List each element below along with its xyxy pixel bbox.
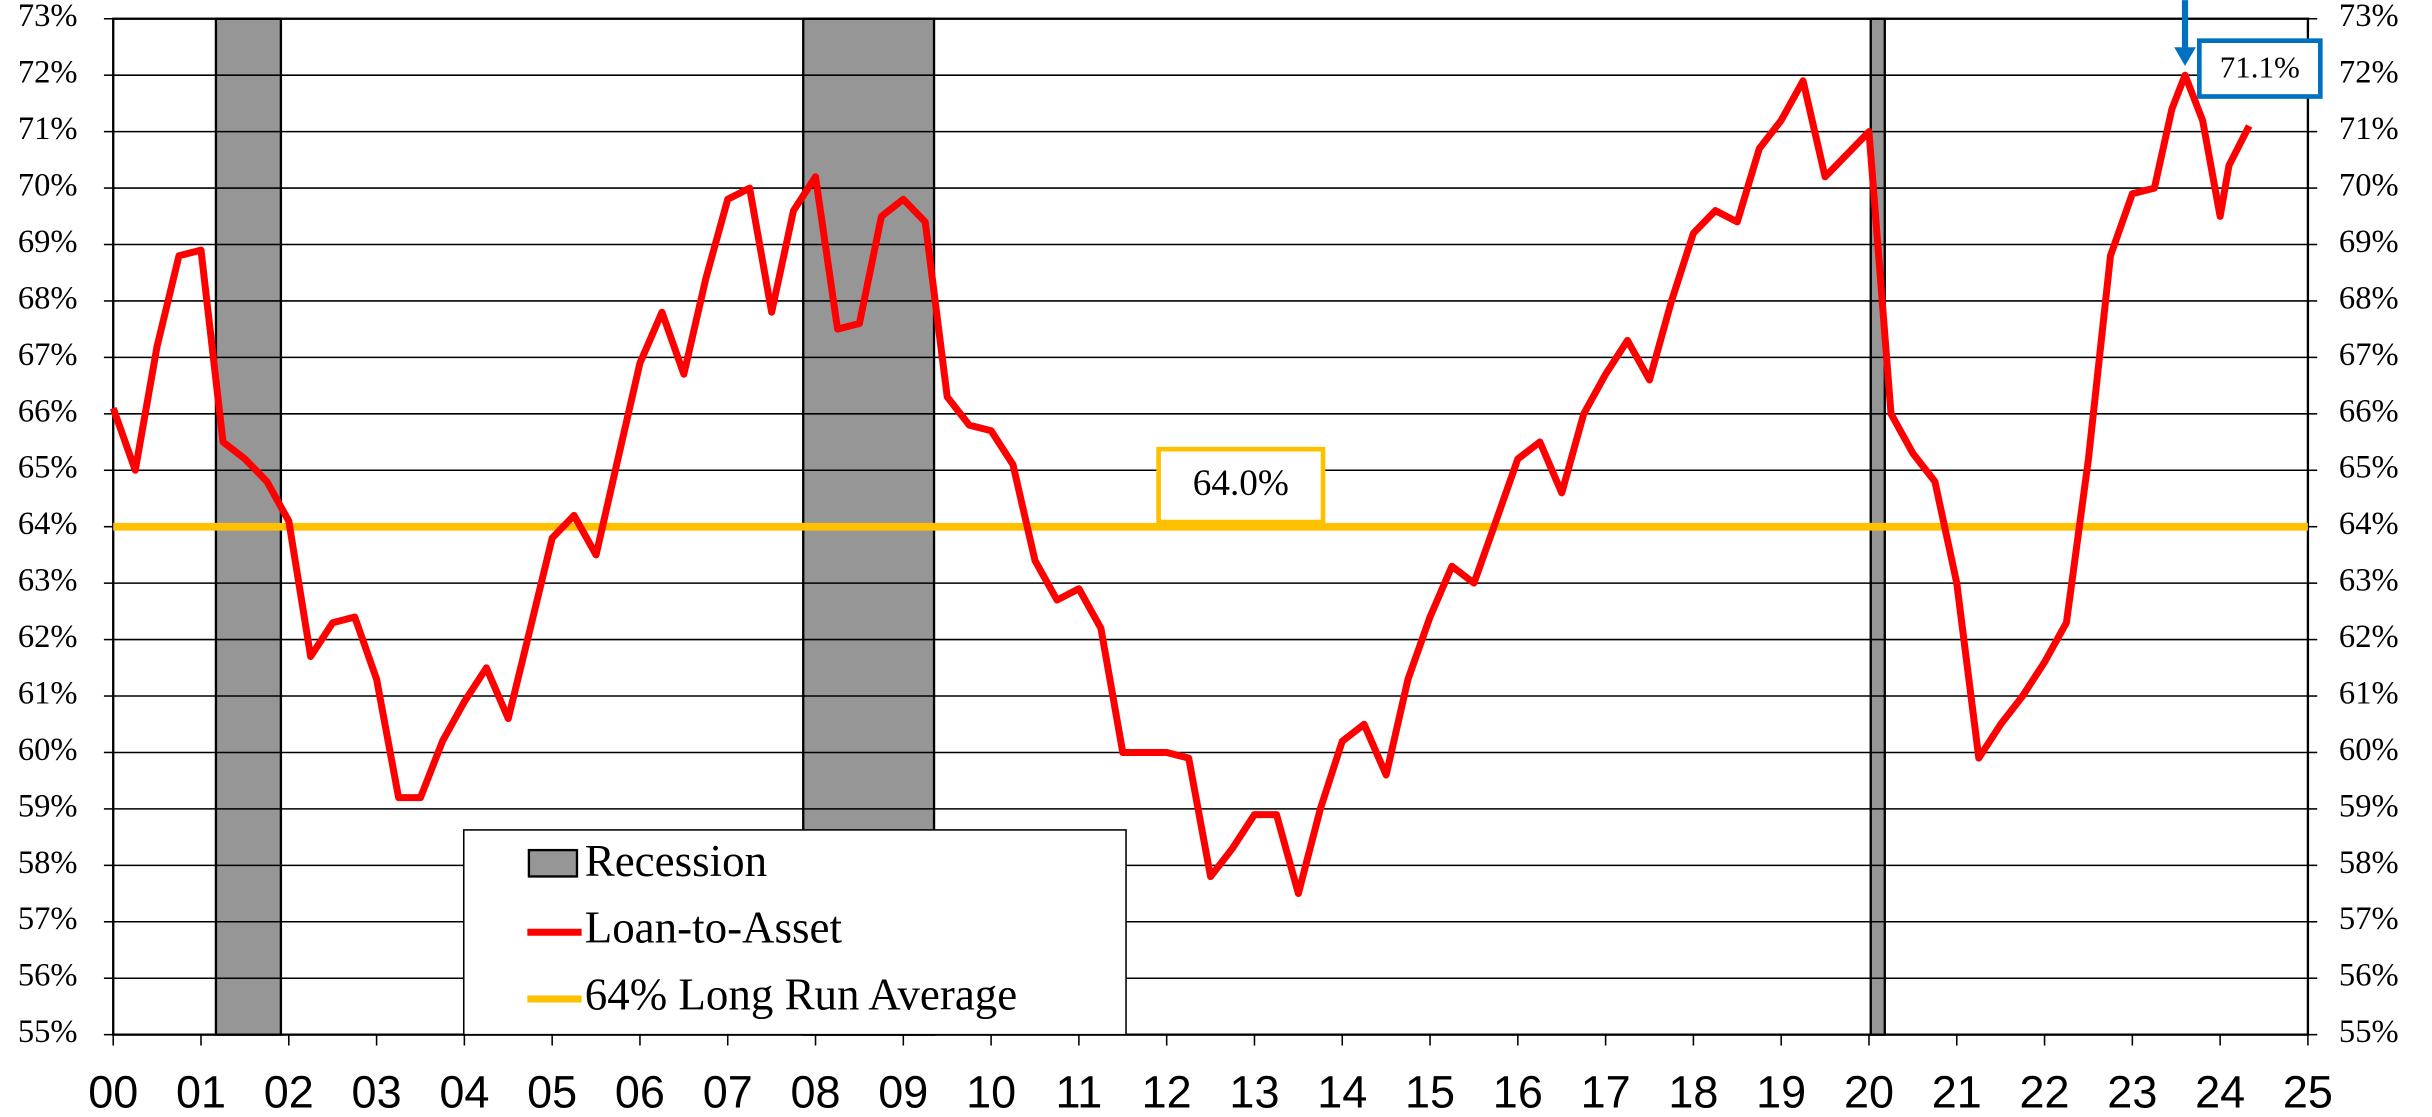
y2-tick-label: 72% <box>2339 55 2399 91</box>
y2-tick-label: 57% <box>2339 901 2399 937</box>
y2-tick-label: 60% <box>2339 732 2399 768</box>
y-tick-label: 73% <box>18 0 78 34</box>
y-tick-label: 60% <box>18 732 78 768</box>
y2-tick-label: 70% <box>2339 168 2399 204</box>
x-tick-label: 06 <box>615 1067 665 1117</box>
x-tick-label: 25 <box>2283 1067 2333 1117</box>
y-tick-label: 72% <box>18 55 78 91</box>
x-tick-label: 12 <box>1142 1067 1192 1117</box>
y-tick-label: 58% <box>18 845 78 881</box>
y2-tick-label: 61% <box>2339 675 2399 711</box>
y2-tick-label: 55% <box>2339 1014 2399 1050</box>
y-tick-label: 66% <box>18 393 78 429</box>
x-tick-label: 01 <box>176 1067 226 1117</box>
x-tick-label: 19 <box>1756 1067 1806 1117</box>
y-tick-label: 65% <box>18 450 78 486</box>
x-tick-label: 09 <box>878 1067 928 1117</box>
y-tick-label: 56% <box>18 958 78 994</box>
data-line <box>109 71 2253 898</box>
legend-label: Recession <box>585 836 767 886</box>
y-tick-label: 71% <box>18 111 78 147</box>
x-tick-label: 07 <box>703 1067 753 1117</box>
y2-tick-label: 62% <box>2339 619 2399 655</box>
average-label-box <box>1156 446 1326 525</box>
annotation-arrowhead <box>2174 47 2196 66</box>
average-label: 64.0% <box>1193 463 1289 504</box>
x-tick-label: 18 <box>1668 1067 1718 1117</box>
annotation-box <box>2197 38 2323 99</box>
y2-tick-label: 65% <box>2339 450 2399 486</box>
y-tick-label: 62% <box>18 619 78 655</box>
x-tick-label: 05 <box>527 1067 577 1117</box>
x-tick-label: 21 <box>1932 1067 1982 1117</box>
y2-tick-label: 56% <box>2339 958 2399 994</box>
x-tick-label: 17 <box>1581 1067 1631 1117</box>
foreground-layer: 55% 55% 56% 56% 57% 57% 58% 58% 59% 59% 60% 60% 61% 6… <box>18 0 2399 1117</box>
y-tick-label: 69% <box>18 224 78 260</box>
y2-tick-label: 58% <box>2339 845 2399 881</box>
y-tick-label: 63% <box>18 563 78 599</box>
x-tick-label: 22 <box>2020 1067 2070 1117</box>
x-tick-label: 20 <box>1844 1067 1894 1117</box>
legend-label: Loan-to-Asset <box>585 903 843 953</box>
y2-tick-label: 68% <box>2339 280 2399 316</box>
y2-tick-label: 67% <box>2339 337 2399 373</box>
y2-tick-label: 64% <box>2339 506 2399 542</box>
x-tick-label: 14 <box>1317 1067 1367 1117</box>
y-tick-label: 64% <box>18 506 78 542</box>
x-tick-label: 03 <box>352 1067 402 1117</box>
x-tick-label: 00 <box>88 1067 138 1117</box>
x-tick-label: 10 <box>966 1067 1016 1117</box>
y-tick-label: 57% <box>18 901 78 937</box>
y2-tick-label: 66% <box>2339 393 2399 429</box>
y2-tick-label: 63% <box>2339 563 2399 599</box>
x-tick-label: 23 <box>2107 1067 2157 1117</box>
x-tick-label: 04 <box>439 1067 489 1117</box>
annotation-label: 71.1% <box>2220 49 2300 84</box>
x-tick-label: 24 <box>2195 1067 2245 1117</box>
y-tick-label: 55% <box>18 1014 78 1050</box>
x-tick-label: 02 <box>264 1067 314 1117</box>
y-tick-label: 70% <box>18 168 78 204</box>
y2-tick-label: 69% <box>2339 224 2399 260</box>
y-tick-label: 61% <box>18 675 78 711</box>
x-tick-label: 13 <box>1229 1067 1279 1117</box>
y-tick-label: 67% <box>18 337 78 373</box>
background-layer <box>103 17 2318 1046</box>
y2-tick-label: 71% <box>2339 111 2399 147</box>
y-tick-label: 68% <box>18 280 78 316</box>
y2-tick-label: 59% <box>2339 788 2399 824</box>
y2-tick-label: 73% <box>2339 0 2399 34</box>
x-tick-label: 16 <box>1493 1067 1543 1117</box>
x-tick-label: 11 <box>1056 1067 1103 1117</box>
legend-label: 64% Long Run Average <box>585 969 1018 1019</box>
x-tick-label: 08 <box>791 1067 841 1117</box>
legend-swatch <box>527 848 579 878</box>
x-tick-label: 15 <box>1405 1067 1455 1117</box>
y-tick-label: 59% <box>18 788 78 824</box>
